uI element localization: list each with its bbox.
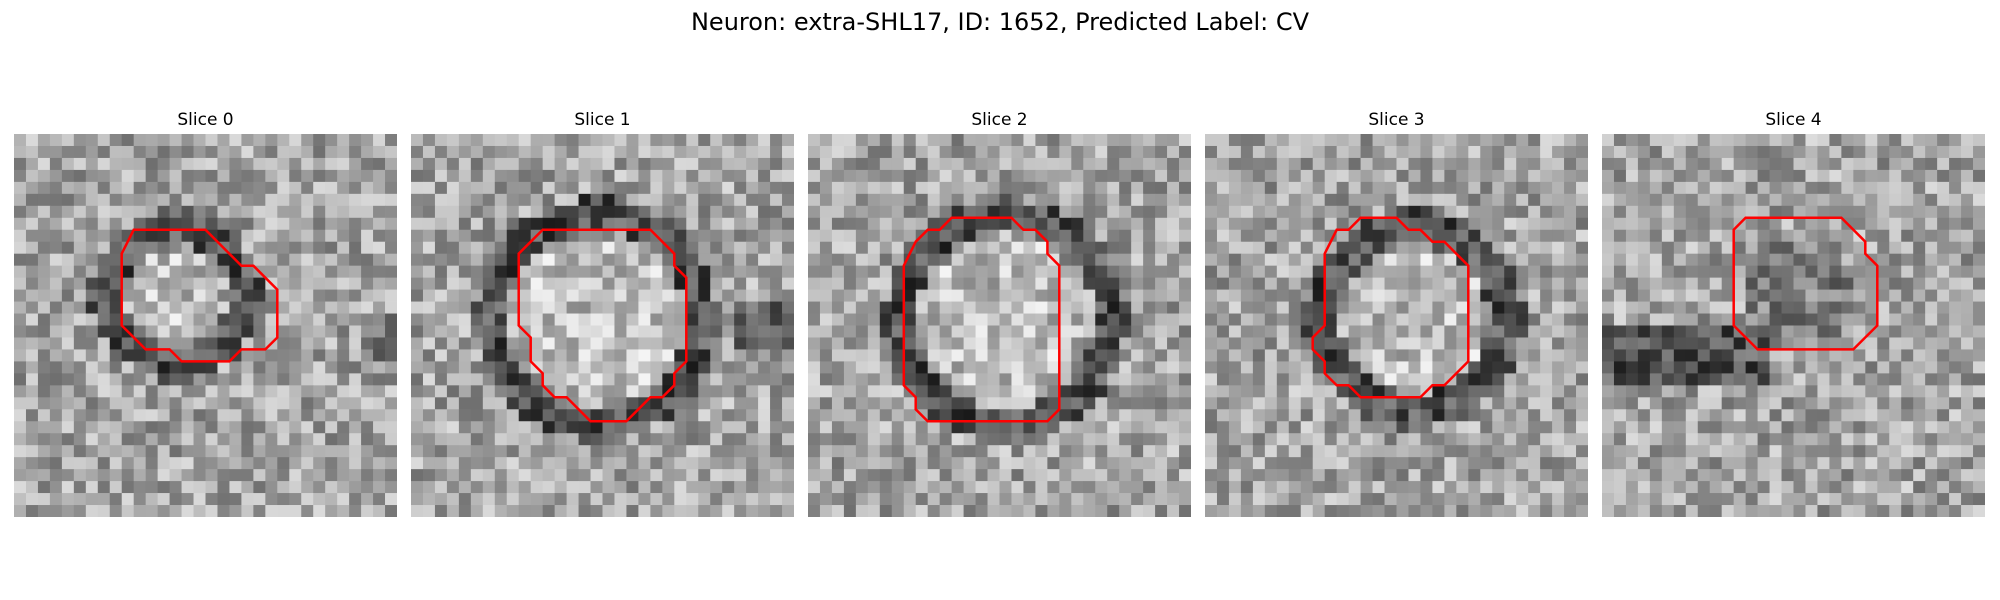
slice-title: Slice 4 [1765, 110, 1822, 130]
slice-panel-2: Slice 2 [808, 108, 1191, 517]
segmentation-contour [517, 228, 688, 423]
slice-title: Slice 0 [177, 110, 234, 130]
segmentation-contour [1311, 216, 1470, 399]
segmentation-contour [902, 216, 1061, 423]
slice-panel-0: Slice 0 [14, 108, 397, 517]
segmentation-contour [120, 228, 279, 363]
slice-title: Slice 2 [971, 110, 1028, 130]
slice-image [14, 134, 397, 517]
slice-image [411, 134, 794, 517]
segmentation-contour [1732, 216, 1879, 351]
slice-image [1205, 134, 1588, 517]
slice-image [808, 134, 1191, 517]
slice-panel-1: Slice 1 [411, 108, 794, 517]
figure-title: Neuron: extra-SHL17, ID: 1652, Predicted… [690, 8, 1310, 36]
slice-panel-4: Slice 4 [1602, 108, 1985, 517]
slice-image [1602, 134, 1985, 517]
slice-title: Slice 1 [574, 110, 631, 130]
slice-panel-3: Slice 3 [1205, 108, 1588, 517]
slice-title: Slice 3 [1368, 110, 1425, 130]
